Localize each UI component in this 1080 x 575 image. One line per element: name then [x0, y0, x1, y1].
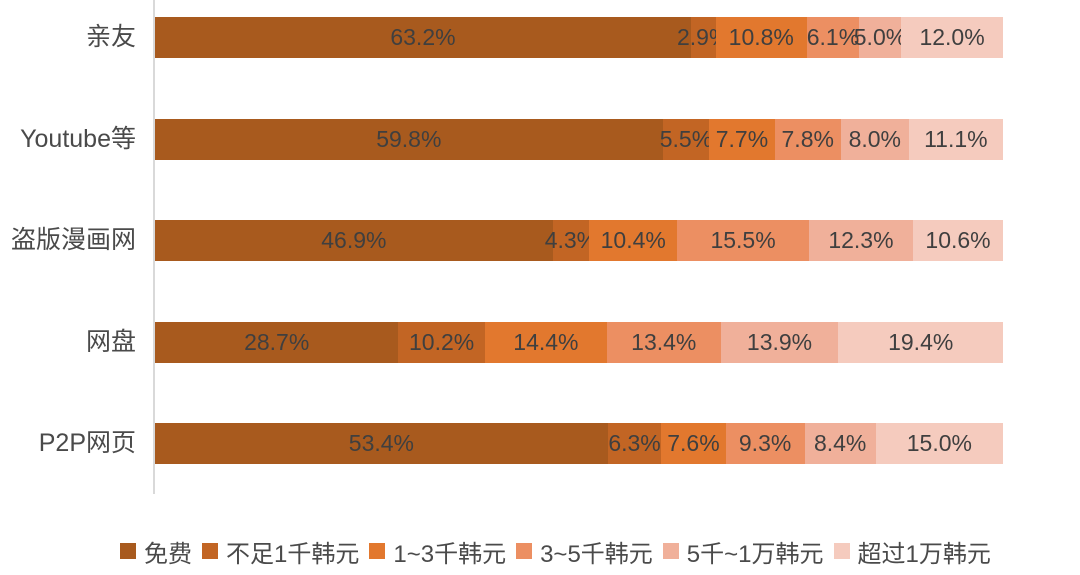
- legend-label: 3~5千韩元: [540, 540, 653, 568]
- data-label: 14.4%: [513, 329, 579, 355]
- legend-item: 超过1万韩元: [833, 534, 991, 569]
- legend-label: 不足1千韩元: [226, 540, 360, 568]
- stacked-bar: 63.2% 2.9% 10.8% 6.1% 5.0% 12.0%: [155, 17, 1003, 58]
- legend-swatch-icon: [202, 543, 218, 559]
- data-label: 6.3%: [608, 430, 661, 456]
- data-label: 46.9%: [321, 227, 387, 253]
- data-label: 6.1%: [806, 24, 860, 50]
- bar-segment: 63.2%: [155, 17, 691, 58]
- bar-segment: 59.8%: [155, 119, 663, 160]
- bar-segment: 6.3%: [607, 423, 662, 464]
- category-label: 网盘: [85, 328, 136, 356]
- bar-segment: 12.3%: [808, 220, 914, 261]
- legend-item: 1~3千韩元: [369, 534, 506, 569]
- stacked-bar: 46.9% 4.3% 10.4% 15.5% 12.3% 10.6%: [155, 220, 1003, 261]
- legend-swatch-icon: [369, 543, 386, 559]
- bar-segment: 8.0%: [840, 119, 909, 160]
- y-axis-line: [153, 0, 155, 494]
- data-label: 5.5%: [659, 126, 713, 152]
- legend-item: 5千~1万韩元: [662, 534, 824, 569]
- bar-segment: 19.4%: [838, 322, 1003, 363]
- legend-swatch-icon: [120, 543, 136, 559]
- stacked-bar: 28.7% 10.2% 14.4% 13.4% 13.9% 19.4%: [155, 322, 1003, 363]
- data-label: 7.6%: [667, 430, 720, 456]
- category-label: 亲友: [85, 23, 136, 51]
- legend-label: 1~3千韩元: [393, 540, 507, 568]
- legend-label: 免费: [144, 540, 192, 568]
- bar-segment: 4.3%: [545, 220, 597, 261]
- bar-segment: 46.9%: [155, 220, 553, 261]
- data-label: 10.2%: [409, 329, 475, 355]
- stacked-bar: 53.4% 6.3% 7.6% 9.3% 8.4% 15.0%: [155, 423, 1003, 464]
- bar-segment: 2.9%: [677, 17, 729, 58]
- stacked-bar: 59.8% 5.5% 7.7% 7.8% 8.0% 11.1%: [155, 119, 1003, 160]
- bar-segment: 5.0%: [854, 17, 906, 58]
- data-label: 12.3%: [828, 227, 894, 253]
- data-label: 5.0%: [853, 24, 907, 50]
- legend-label: 5千~1万韩元: [686, 540, 824, 568]
- category-label: Youtube等: [20, 125, 136, 153]
- bar-segment: 11.1%: [908, 119, 1003, 160]
- data-label: 13.9%: [746, 329, 813, 355]
- bar-segment: 10.2%: [398, 322, 485, 363]
- bar-row: Youtube等 59.8% 5.5% 7.7% 7.8% 8.0% 11.1%: [0, 119, 1080, 160]
- data-label: 7.8%: [781, 126, 834, 152]
- bar-row: P2P网页 53.4% 6.3% 7.6% 9.3% 8.4% 15.0%: [0, 423, 1080, 464]
- legend-swatch-icon: [833, 543, 850, 559]
- category-label: 盗版漫画网: [10, 226, 136, 254]
- bar-segment: 9.3%: [725, 423, 805, 464]
- legend-item: 3~5千韩元: [516, 534, 653, 569]
- legend: 免费 不足1千韩元 1~3千韩元 3~5千韩元 5千~1万韩元 超过1万韩元: [120, 534, 1001, 568]
- data-label: 11.1%: [924, 126, 988, 152]
- legend-swatch-icon: [662, 543, 679, 559]
- legend-label: 超过1万韩元: [857, 540, 991, 568]
- data-label: 28.7%: [244, 329, 310, 355]
- data-label: 15.0%: [906, 430, 972, 456]
- bar-segment: 7.8%: [774, 119, 841, 160]
- bar-segment: 14.4%: [484, 322, 607, 363]
- data-label: 4.3%: [544, 227, 598, 253]
- bar-row: 网盘 28.7% 10.2% 14.4% 13.4% 13.9% 19.4%: [0, 322, 1080, 363]
- bar-segment: 10.4%: [589, 220, 678, 261]
- bar-segment: 15.5%: [677, 220, 809, 261]
- data-label: 10.6%: [925, 227, 991, 253]
- bar-segment: 12.0%: [901, 17, 1003, 58]
- bar-segment: 7.6%: [661, 423, 726, 464]
- bar-segment: 28.7%: [155, 322, 399, 363]
- legend-item: 不足1千韩元: [202, 534, 359, 569]
- bar-row: 亲友 63.2% 2.9% 10.8% 6.1% 5.0% 12.0%: [0, 17, 1080, 58]
- bar-segment: 13.9%: [720, 322, 839, 363]
- data-label: 7.7%: [715, 126, 769, 152]
- bar-segment: 5.5%: [659, 119, 713, 160]
- data-label: 9.3%: [738, 430, 792, 456]
- bar-segment: 8.4%: [804, 423, 876, 464]
- data-label: 8.0%: [848, 126, 902, 152]
- data-label: 13.4%: [631, 329, 697, 355]
- data-label: 59.8%: [376, 126, 442, 152]
- data-label: 10.8%: [728, 24, 794, 50]
- data-label: 63.2%: [390, 24, 456, 50]
- category-label: P2P网页: [38, 429, 136, 457]
- bar-segment: 7.7%: [709, 119, 775, 160]
- bar-segment: 13.4%: [606, 322, 721, 363]
- data-label: 8.4%: [813, 430, 867, 456]
- legend-swatch-icon: [516, 543, 533, 559]
- bar-segment: 10.8%: [715, 17, 808, 58]
- data-label: 10.4%: [600, 227, 666, 253]
- bar-segment: 10.6%: [913, 220, 1003, 261]
- data-label: 12.0%: [919, 24, 985, 50]
- bar-row: 盗版漫画网 46.9% 4.3% 10.4% 15.5% 12.3% 10.6%: [0, 220, 1080, 261]
- legend-item: 免费: [120, 534, 192, 569]
- bar-segment: 53.4%: [155, 423, 608, 464]
- bar-segment: 6.1%: [807, 17, 859, 58]
- data-label: 19.4%: [888, 329, 954, 355]
- bar-segment: 15.0%: [875, 423, 1003, 464]
- data-label: 53.4%: [348, 430, 415, 456]
- data-label: 15.5%: [710, 227, 776, 253]
